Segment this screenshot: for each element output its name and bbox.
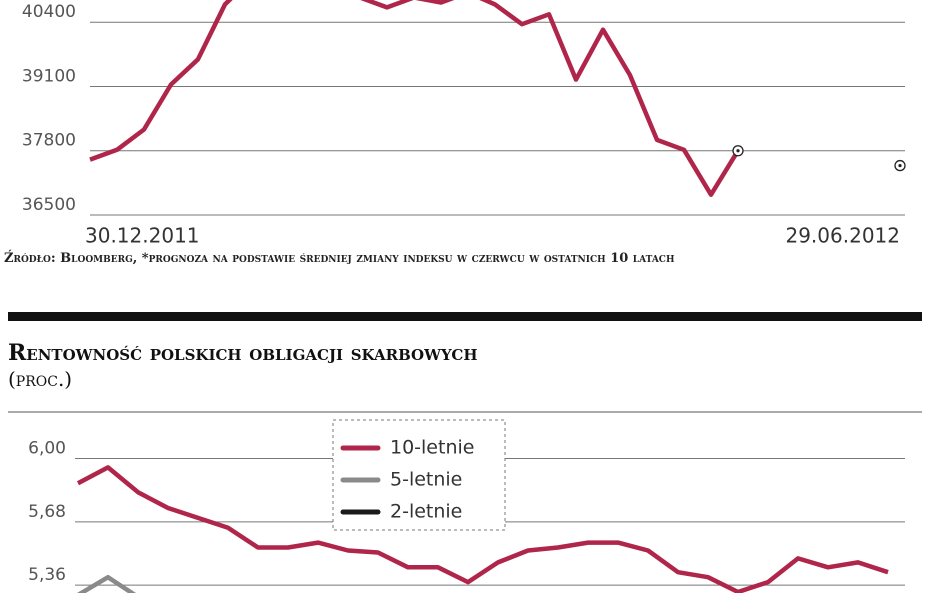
chart-title: Rentowność polskich obligacji skarbowych <box>8 340 478 366</box>
chart-subtitle: (proc.) <box>8 367 72 391</box>
y-tick-label: 5,36 <box>28 565 66 585</box>
y-tick-label: 6,00 <box>28 439 66 459</box>
x-tick-label: 29.06.2012 <box>785 224 900 248</box>
plot-area <box>76 465 889 593</box>
point-dot <box>736 149 740 153</box>
y-tick-label: 39100 <box>22 66 76 86</box>
legend-label: 2-letnie <box>390 501 462 523</box>
series-line <box>76 465 889 593</box>
series-line <box>76 574 137 593</box>
separator <box>8 312 922 321</box>
y-tick-label: 36500 <box>22 195 76 215</box>
source-note: Źródło: Bloomberg, *prognoza na podstawi… <box>4 250 675 266</box>
yield-chart: 5,36 5,68 6,00 10-letnie 5-letnie 2-letnie <box>28 419 905 593</box>
y-tick-label: 40400 <box>22 2 76 22</box>
legend-label: 5-letnie <box>390 469 462 491</box>
plot-area <box>89 0 906 197</box>
legend: 10-letnie 5-letnie 2-letnie <box>332 419 506 531</box>
y-tick-label: 37800 <box>22 131 76 151</box>
legend-label: 10-letnie <box>390 437 474 459</box>
series-line <box>89 0 740 197</box>
index-chart: 36500 37800 39100 40400 30.12.2011 29.06.2012 <box>22 0 906 248</box>
point-dot <box>898 163 902 168</box>
y-tick-label: 5,68 <box>28 502 66 522</box>
x-tick-label: 30.12.2011 <box>85 224 200 248</box>
